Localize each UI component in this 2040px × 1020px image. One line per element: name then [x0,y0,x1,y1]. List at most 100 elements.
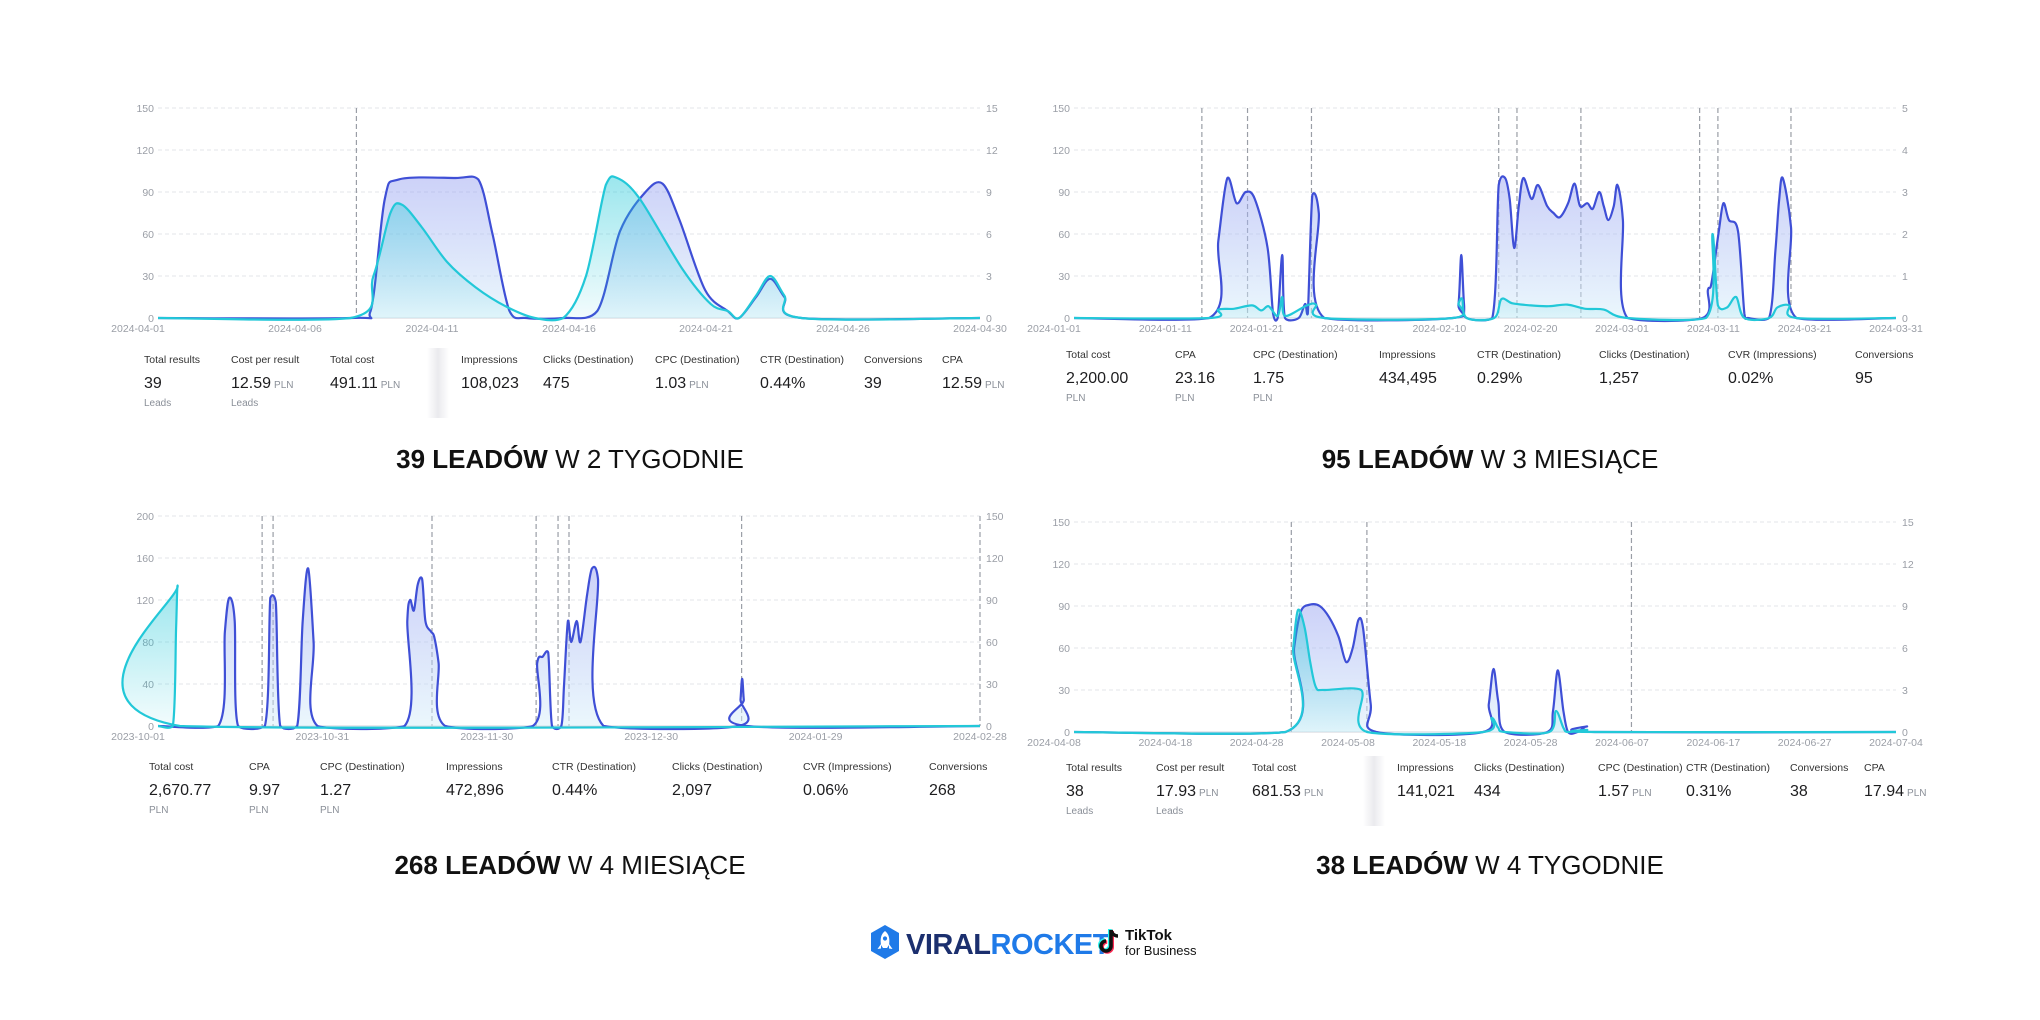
caption-1: 39 LEADÓW W 2 TYGODNIE [396,444,744,475]
metric-conversions: Conversions 95 [1855,349,1913,388]
y-left-tick-label: 60 [142,229,154,241]
y-right-tick-label: 0 [986,313,992,325]
y-left-tick-label: 90 [1058,601,1070,613]
metric-cost-per-result: Cost per result 17.93 PLN Leads [1156,762,1224,817]
metric-value-text: 0.44% [760,375,806,392]
metric-label: Conversions [864,354,923,366]
metric-value: 12.59 PLN [942,375,1005,393]
y-right-tick-label: 60 [986,637,998,649]
metric-value-text: 141,021 [1397,783,1455,800]
metric-impressions: Impressions 434,495 [1379,349,1437,388]
metric-value: 0.44% [760,375,844,393]
x-tick-label: 2024-04-06 [268,323,322,335]
metric-clicks-destination: Clicks (Destination) 1,257 [1599,349,1689,388]
metric-label: Cost per result [1156,762,1225,774]
metric-value: 0.29% [1477,370,1561,388]
y-right-tick-label: 3 [1902,187,1908,199]
metric-label: CPC (Destination) [655,354,740,366]
metric-value-text: 2,097 [672,782,713,799]
metric-conversions: Conversions 38 [1790,762,1848,801]
metric-clicks-destination: Clicks (Destination) 434 [1474,762,1564,801]
metric-cpc-destination: CPC (Destination) 1.27 PLN [320,761,405,816]
metric-value: 491.11 PLN [330,375,400,393]
y-right-tick-label: 0 [1902,727,1908,739]
metric-conversions: Conversions 39 [864,354,922,393]
brand-name-part1: VIRAL [906,929,991,961]
metric-value-text: 2,200.00 [1066,370,1129,387]
metric-value-text: 12.59 [231,375,272,392]
y-left-tick-label: 90 [1058,187,1070,199]
metric-value: 0.31% [1686,783,1770,801]
metrics-row-1: Total results 39 Leads Cost per result 12.59… [144,348,1014,418]
metric-clicks-destination: Clicks (Destination) 2,097 [672,761,762,800]
x-tick-label: 2024-04-11 [406,323,459,335]
metric-label: CPA [249,761,270,773]
metric-value: 1.75 [1253,370,1338,388]
y-right-tick-label: 12 [1902,559,1914,571]
x-tick-label: 2024-04-28 [1230,737,1284,749]
x-tick-label: 2023-10-01 [111,731,165,743]
metric-impressions: Impressions 108,023 [461,354,519,393]
metric-value: 95 [1855,370,1913,388]
metric-value: 0.44% [552,782,636,800]
x-tick-label: 2024-01-01 [1027,323,1081,335]
y-left-tick-label: 120 [136,595,154,607]
metric-unit: PLN [689,380,709,391]
y-right-tick-label: 9 [986,187,992,199]
x-tick-label: 2023-12-30 [624,731,678,743]
metric-unit: PLN [1907,788,1927,799]
secondary-series-area [158,176,980,321]
metric-label: Clicks (Destination) [672,761,763,773]
y-right-tick-label: 0 [986,721,992,733]
metric-sub-label: PLN [1175,393,1195,404]
chart-4: 0 30 60 90 120 150 0 3 6 9 12 15 2024-04-08 2024-04-1… [1027,517,1923,749]
metric-value-text: 0.02% [1728,370,1774,387]
metric-value-text: 17.93 [1156,783,1197,800]
y-left-tick-label: 60 [1058,643,1070,655]
primary-series-area [158,176,980,320]
y-right-tick-label: 120 [986,553,1004,565]
metric-ctr-destination: CTR (Destination) 0.44% [760,354,844,393]
metric-label: CPC (Destination) [320,761,405,773]
metric-value-text: 1.75 [1253,370,1285,387]
metric-value-text: 12.59 [942,375,983,392]
metric-label: CVR (Impressions) [1728,349,1817,361]
y-right-tick-label: 6 [1902,643,1908,655]
metric-unit: PLN [1632,788,1652,799]
metric-value: 1.03 PLN [655,375,740,393]
metric-value-text: 491.11 [330,375,378,392]
x-tick-label: 2024-04-01 [111,323,165,335]
metric-label: Clicks (Destination) [543,354,634,366]
metrics-separator [427,348,449,418]
y-right-tick-label: 12 [986,145,998,157]
metric-sub-label: PLN [1253,393,1273,404]
partner-sub: for Business [1125,943,1197,958]
metric-sub-label: PLN [149,805,169,816]
metric-value-text: 39 [864,375,882,392]
metric-value: 38 [1790,783,1848,801]
y-right-tick-label: 6 [986,229,992,241]
metric-conversions: Conversions 268 [929,761,987,800]
metric-cvr-impressions: CVR (Impressions) 0.02% [1728,349,1817,388]
metric-cpc-destination: CPC (Destination) 1.03 PLN [655,354,740,393]
metric-value-text: 108,023 [461,375,519,392]
chart-2: 0 30 60 90 120 150 0 1 2 3 4 5 2024-01-01 2024-01-11 2… [1027,103,1923,335]
metric-label: Conversions [1855,349,1914,361]
metric-cpa: CPA 17.94 PLN [1864,762,1927,801]
chart-3: 0408012016020003060901201502023-10-01202… [111,511,1007,743]
metric-label: Conversions [1790,762,1849,774]
metric-sub-label: PLN [249,805,269,816]
caption-4: 38 LEADÓW W 4 TYGODNIE [1316,850,1664,881]
x-tick-label: 2024-05-18 [1412,737,1466,749]
metric-cpc-destination: CPC (Destination) 1.57 PLN [1598,762,1683,801]
secondary-series-line [1073,608,1897,736]
x-tick-label: 2024-07-04 [1869,737,1923,749]
caption-bold: 38 LEADÓW [1316,850,1468,880]
secondary-series-line [1073,232,1897,322]
y-right-tick-label: 4 [1902,145,1908,157]
y-right-tick-label: 3 [1902,685,1908,697]
metric-total-cost: Total cost 491.11 PLN [330,354,400,393]
metric-cpa: CPA 23.16 PLN [1175,349,1215,404]
metric-label: CPC (Destination) [1253,349,1338,361]
metric-label: Clicks (Destination) [1474,762,1565,774]
